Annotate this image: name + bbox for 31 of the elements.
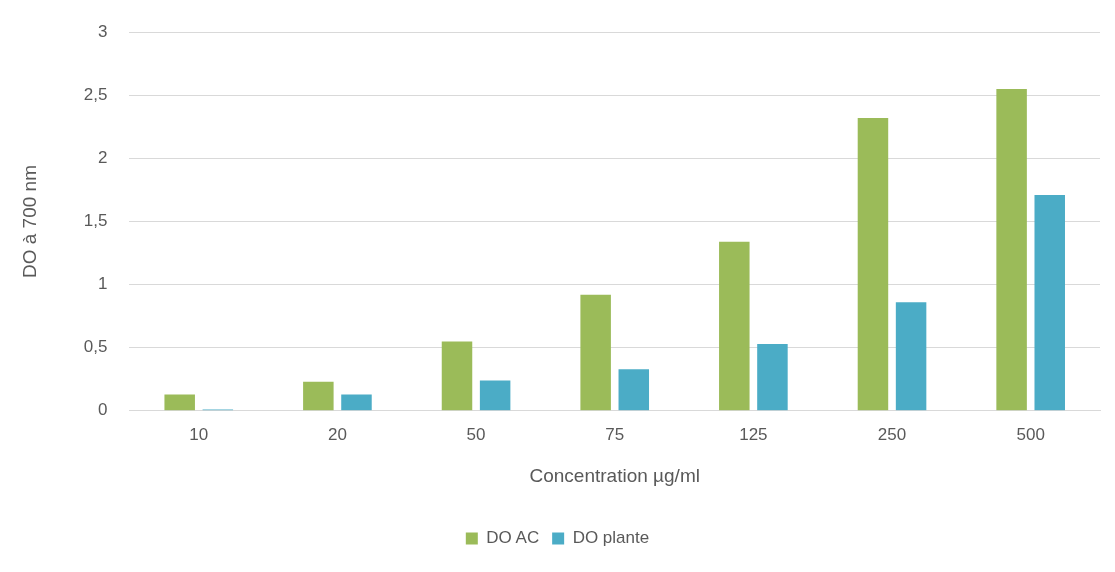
x-tick-label: 125 [739, 424, 768, 444]
x-tick-label: 10 [189, 424, 209, 444]
bar [303, 381, 334, 411]
y-tick-label: 3 [97, 21, 108, 41]
bar [857, 118, 889, 411]
bar [341, 394, 372, 411]
bar [1034, 195, 1065, 411]
legend-label: DO AC [486, 528, 540, 548]
x-tick-label: 50 [466, 424, 486, 444]
y-tick-label: 0 [97, 400, 108, 420]
bar [479, 380, 511, 411]
x-tick-label: 20 [327, 424, 347, 444]
bar [618, 369, 650, 411]
bar [580, 294, 611, 411]
bar [757, 343, 788, 411]
legend-label: DO plante [572, 528, 650, 548]
x-tick-label: 500 [1016, 424, 1045, 444]
y-tick-label: 1 [97, 274, 108, 294]
y-tick-label: 2 [97, 148, 108, 168]
bar [895, 302, 927, 411]
x-tick-label: 250 [877, 424, 907, 444]
bar [996, 88, 1027, 411]
y-tick-label: 1,5 [83, 211, 108, 231]
y-axis-title: DO à 700 nm [18, 165, 40, 278]
x-axis-title: Concentration µg/ml [529, 464, 700, 486]
y-tick-label: 2,5 [83, 84, 108, 104]
bar [719, 241, 750, 411]
bar [164, 394, 195, 411]
x-tick-label: 75 [605, 424, 625, 444]
bar [441, 341, 473, 411]
y-tick-label: 0,5 [83, 337, 108, 357]
